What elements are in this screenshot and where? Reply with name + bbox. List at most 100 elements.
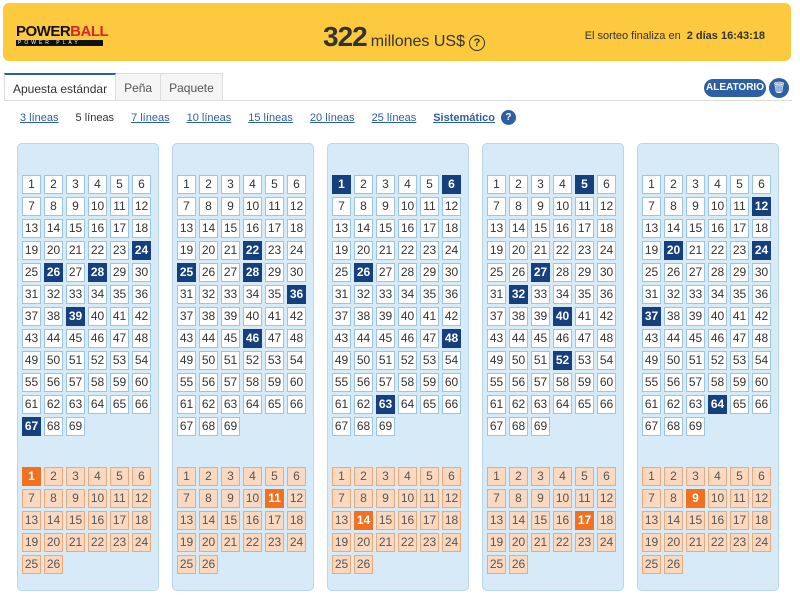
powerball-cell[interactable]: 20 xyxy=(509,533,528,552)
number-cell[interactable]: 59 xyxy=(110,373,129,392)
number-cell[interactable]: 16 xyxy=(398,219,417,238)
number-cell[interactable]: 19 xyxy=(177,241,196,260)
number-cell[interactable]: 58 xyxy=(708,373,727,392)
number-cell[interactable]: 21 xyxy=(66,241,85,260)
number-cell[interactable]: 50 xyxy=(509,351,528,370)
number-cell[interactable]: 67 xyxy=(332,417,351,436)
number-cell[interactable]: 32 xyxy=(664,285,683,304)
number-cell[interactable]: 31 xyxy=(177,285,196,304)
number-cell[interactable]: 68 xyxy=(664,417,683,436)
number-cell[interactable]: 29 xyxy=(265,263,284,282)
number-cell[interactable]: 25 xyxy=(177,263,196,282)
powerball-cell[interactable]: 14 xyxy=(664,511,683,530)
number-cell[interactable]: 61 xyxy=(22,395,41,414)
number-cell[interactable]: 68 xyxy=(199,417,218,436)
number-cell[interactable]: 60 xyxy=(752,373,771,392)
number-cell[interactable]: 61 xyxy=(177,395,196,414)
powerball-cell[interactable]: 19 xyxy=(177,533,196,552)
number-cell[interactable]: 30 xyxy=(132,263,151,282)
number-cell[interactable]: 15 xyxy=(376,219,395,238)
number-cell[interactable]: 68 xyxy=(44,417,63,436)
number-cell[interactable]: 2 xyxy=(509,175,528,194)
number-cell[interactable]: 35 xyxy=(265,285,284,304)
number-cell[interactable]: 20 xyxy=(664,241,683,260)
powerball-cell[interactable]: 24 xyxy=(132,533,151,552)
powerball-cell[interactable]: 3 xyxy=(221,467,240,486)
number-cell[interactable]: 56 xyxy=(354,373,373,392)
number-cell[interactable]: 63 xyxy=(66,395,85,414)
powerball-cell[interactable]: 12 xyxy=(132,489,151,508)
number-cell[interactable]: 64 xyxy=(398,395,417,414)
powerball-cell[interactable]: 12 xyxy=(442,489,461,508)
number-cell[interactable]: 32 xyxy=(44,285,63,304)
number-cell[interactable]: 28 xyxy=(708,263,727,282)
number-cell[interactable]: 41 xyxy=(110,307,129,326)
number-cell[interactable]: 29 xyxy=(730,263,749,282)
number-cell[interactable]: 3 xyxy=(376,175,395,194)
number-cell[interactable]: 1 xyxy=(642,175,661,194)
number-cell[interactable]: 57 xyxy=(221,373,240,392)
number-cell[interactable]: 8 xyxy=(509,197,528,216)
powerball-cell[interactable]: 21 xyxy=(686,533,705,552)
number-cell[interactable]: 7 xyxy=(487,197,506,216)
number-cell[interactable]: 42 xyxy=(442,307,461,326)
number-cell[interactable]: 10 xyxy=(243,197,262,216)
number-cell[interactable]: 32 xyxy=(199,285,218,304)
powerball-cell[interactable]: 3 xyxy=(376,467,395,486)
number-cell[interactable]: 4 xyxy=(243,175,262,194)
powerball-cell[interactable]: 18 xyxy=(752,511,771,530)
number-cell[interactable]: 51 xyxy=(531,351,550,370)
powerball-cell[interactable]: 18 xyxy=(442,511,461,530)
number-cell[interactable]: 59 xyxy=(730,373,749,392)
number-cell[interactable]: 49 xyxy=(177,351,196,370)
powerball-cell[interactable]: 19 xyxy=(642,533,661,552)
number-cell[interactable]: 57 xyxy=(376,373,395,392)
number-cell[interactable]: 23 xyxy=(420,241,439,260)
powerball-cell[interactable]: 11 xyxy=(575,489,594,508)
number-cell[interactable]: 24 xyxy=(752,241,771,260)
number-cell[interactable]: 55 xyxy=(642,373,661,392)
number-cell[interactable]: 45 xyxy=(66,329,85,348)
number-cell[interactable]: 19 xyxy=(22,241,41,260)
number-cell[interactable]: 46 xyxy=(398,329,417,348)
number-cell[interactable]: 23 xyxy=(110,241,129,260)
number-cell[interactable]: 2 xyxy=(664,175,683,194)
powerball-cell[interactable]: 7 xyxy=(177,489,196,508)
number-cell[interactable]: 55 xyxy=(332,373,351,392)
number-cell[interactable]: 29 xyxy=(420,263,439,282)
number-cell[interactable]: 16 xyxy=(553,219,572,238)
number-cell[interactable]: 54 xyxy=(442,351,461,370)
number-cell[interactable]: 69 xyxy=(531,417,550,436)
powerball-cell[interactable]: 8 xyxy=(199,489,218,508)
powerball-cell[interactable]: 3 xyxy=(66,467,85,486)
powerball-cell[interactable]: 16 xyxy=(398,511,417,530)
number-cell[interactable]: 33 xyxy=(686,285,705,304)
powerball-cell[interactable]: 5 xyxy=(265,467,284,486)
number-cell[interactable]: 17 xyxy=(575,219,594,238)
number-cell[interactable]: 30 xyxy=(597,263,616,282)
number-cell[interactable]: 58 xyxy=(88,373,107,392)
number-cell[interactable]: 39 xyxy=(376,307,395,326)
number-cell[interactable]: 18 xyxy=(287,219,306,238)
powerball-cell[interactable]: 17 xyxy=(110,511,129,530)
powerball-cell[interactable]: 21 xyxy=(531,533,550,552)
number-cell[interactable]: 17 xyxy=(110,219,129,238)
powerball-cell[interactable]: 13 xyxy=(177,511,196,530)
number-cell[interactable]: 35 xyxy=(420,285,439,304)
number-cell[interactable]: 26 xyxy=(664,263,683,282)
powerball-cell[interactable]: 6 xyxy=(597,467,616,486)
number-cell[interactable]: 48 xyxy=(752,329,771,348)
number-cell[interactable]: 20 xyxy=(354,241,373,260)
number-cell[interactable]: 53 xyxy=(110,351,129,370)
number-cell[interactable]: 10 xyxy=(553,197,572,216)
number-cell[interactable]: 41 xyxy=(575,307,594,326)
number-cell[interactable]: 6 xyxy=(597,175,616,194)
number-cell[interactable]: 35 xyxy=(730,285,749,304)
number-cell[interactable]: 24 xyxy=(442,241,461,260)
number-cell[interactable]: 20 xyxy=(509,241,528,260)
powerball-cell[interactable]: 17 xyxy=(265,511,284,530)
powerball-cell[interactable]: 26 xyxy=(354,555,373,574)
number-cell[interactable]: 42 xyxy=(752,307,771,326)
lines-3[interactable]: 3 líneas xyxy=(20,111,59,124)
powerball-cell[interactable]: 5 xyxy=(575,467,594,486)
